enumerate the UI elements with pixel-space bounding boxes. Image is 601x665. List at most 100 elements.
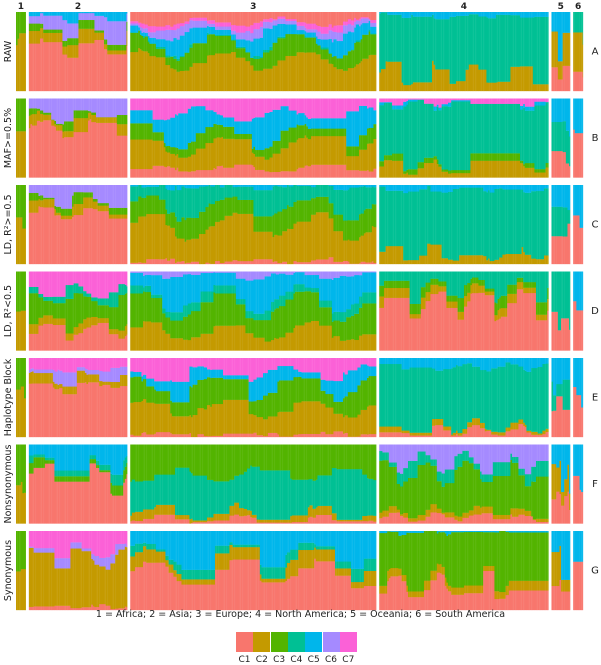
ancestry-segment: [313, 52, 315, 91]
ancestry-segment: [16, 311, 18, 350]
ancestry-segment: [188, 240, 190, 263]
ancestry-segment: [333, 99, 335, 119]
ancestry-segment: [186, 53, 188, 71]
ancestry-segment: [309, 12, 311, 24]
ancestry-segment: [277, 211, 279, 235]
ancestry-segment: [32, 200, 34, 212]
ancestry-segment: [485, 256, 487, 264]
ancestry-segment: [523, 192, 525, 252]
ancestry-segment: [260, 27, 262, 38]
ancestry-segment: [327, 99, 329, 119]
ancestry-segment: [558, 185, 560, 207]
ancestry-segment: [165, 30, 167, 41]
ancestry-segment: [518, 99, 520, 104]
ancestry-segment: [268, 190, 270, 216]
ancestry-segment: [185, 171, 187, 177]
ancestry-segment: [115, 214, 117, 218]
ancestry-segment: [210, 143, 212, 170]
ancestry-segment: [35, 12, 37, 16]
ancestry-segment: [271, 259, 273, 264]
ancestry-segment: [135, 25, 137, 32]
ancestry-segment: [167, 146, 169, 153]
ancestry-segment: [85, 296, 87, 319]
ancestry-segment: [258, 190, 260, 216]
ancestry-segment: [520, 106, 522, 110]
ancestry-segment: [340, 58, 342, 69]
ancestry-segment: [297, 99, 299, 115]
ancestry-segment: [120, 136, 122, 178]
ancestry-segment: [324, 136, 326, 165]
ancestry-segment: [354, 170, 356, 178]
ancestry-segment: [416, 12, 418, 17]
ancestry-segment: [411, 101, 413, 169]
ancestry-segment: [169, 30, 171, 41]
ancestry-segment: [85, 118, 87, 132]
ancestry-segment: [470, 99, 472, 104]
ancestry-segment: [45, 272, 47, 297]
ancestry-segment: [330, 257, 332, 264]
ancestry-segment: [101, 203, 103, 206]
ancestry-segment: [91, 185, 93, 192]
ancestry-segment: [448, 260, 450, 265]
ancestry-segment: [314, 118, 316, 128]
ancestry-segment: [523, 99, 525, 105]
ancestry-segment: [435, 111, 437, 157]
ancestry-segment: [46, 120, 48, 177]
ancestry-segment: [287, 131, 289, 149]
ancestry-segment: [392, 161, 394, 178]
ancestry-segment: [295, 142, 297, 171]
ancestry-segment: [510, 104, 512, 154]
ancestry-segment: [539, 12, 541, 17]
ancestry-segment: [42, 207, 44, 264]
ancestry-segment: [292, 21, 294, 25]
ancestry-segment: [308, 139, 310, 166]
ancestry-segment: [502, 99, 504, 104]
ancestry-segment: [40, 297, 42, 318]
ancestry-segment: [178, 113, 180, 149]
ancestry-segment: [62, 124, 64, 131]
ancestry-segment: [21, 185, 23, 217]
ancestry-segment: [398, 62, 400, 92]
ancestry-segment: [361, 171, 363, 178]
ancestry-segment: [54, 42, 56, 91]
ancestry-segment: [426, 99, 428, 104]
ancestry-segment: [321, 99, 323, 119]
ancestry-segment: [387, 246, 389, 264]
ancestry-segment: [53, 16, 55, 30]
ancestry-segment: [242, 12, 244, 26]
ancestry-segment: [194, 18, 196, 21]
ancestry-segment: [309, 185, 311, 186]
ancestry-segment: [507, 99, 509, 104]
ancestry-segment: [189, 44, 191, 48]
ancestry-segment: [70, 219, 72, 264]
ancestry-segment: [80, 204, 82, 215]
ancestry-segment: [349, 19, 351, 24]
ancestry-segment: [91, 13, 93, 20]
ancestry-segment: [373, 124, 375, 139]
ancestry-segment: [269, 50, 271, 68]
ancestry-segment: [416, 191, 418, 260]
ancestry-segment: [34, 293, 36, 324]
ancestry-segment: [210, 110, 212, 127]
ancestry-segment: [305, 53, 307, 91]
ancestry-segment: [340, 99, 342, 119]
ancestry-segment: [349, 241, 351, 264]
ancestry-segment: [400, 161, 402, 178]
ancestry-segment: [93, 297, 95, 301]
ancestry-segment: [566, 33, 568, 66]
ancestry-segment: [375, 185, 376, 187]
ancestry-segment: [110, 208, 112, 215]
ancestry-segment: [210, 185, 212, 186]
ancestry-segment: [109, 117, 111, 123]
ancestry-segment: [263, 117, 265, 150]
ancestry-segment: [66, 12, 68, 20]
ancestry-segment: [34, 108, 36, 114]
ancestry-segment: [386, 99, 388, 103]
ancestry-segment: [107, 318, 109, 323]
ancestry-segment: [490, 18, 492, 83]
ancestry-segment: [279, 172, 281, 178]
ancestry-segment: [284, 106, 286, 131]
ancestry-segment: [517, 12, 519, 15]
ancestry-segment: [303, 99, 305, 114]
ancestry-segment: [533, 107, 535, 111]
